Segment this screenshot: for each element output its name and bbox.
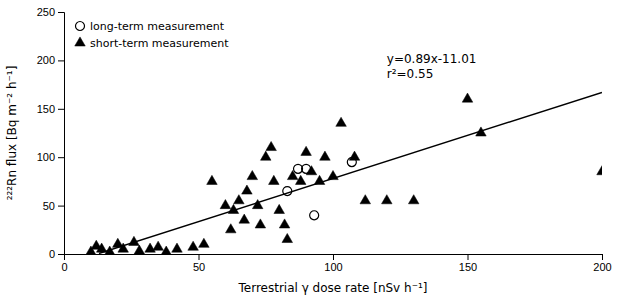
x-tick-label: 0 — [61, 261, 67, 273]
y-tick-label: 150 — [37, 103, 55, 115]
plot-area: 0 50 100 150 200 0 50 100 150 200 250 y=0.89x-11.01… — [37, 6, 612, 273]
scatter-point — [310, 211, 319, 220]
y-tick-label: 100 — [37, 151, 55, 163]
y-tick: 100 — [37, 151, 64, 163]
scatter-point — [226, 224, 237, 233]
y-tick-mark — [58, 109, 64, 110]
x-tick: 200 — [593, 254, 611, 273]
scatter-point — [360, 195, 371, 204]
scatter-point — [301, 146, 312, 155]
scatter-point — [260, 151, 271, 160]
legend-symbol — [75, 37, 86, 46]
x-tick-mark — [333, 254, 334, 260]
y-tick-label: 250 — [37, 6, 55, 18]
scatter-point — [408, 195, 419, 204]
scatter-point — [382, 195, 393, 204]
x-axis-title: Terrestrial γ dose rate [nSv h⁻¹] — [238, 281, 428, 295]
scatter-point — [462, 93, 473, 102]
x-tick: 0 — [61, 254, 67, 273]
scatter-point — [266, 141, 277, 150]
x-tick-label: 50 — [193, 261, 205, 273]
marks — [86, 92, 602, 254]
y-tick: 200 — [37, 54, 64, 66]
y-axis-title: ²²²Rn flux [Bq m⁻² h⁻¹] — [5, 66, 19, 201]
scatter-point — [199, 238, 210, 247]
annotation: y=0.89x-11.01r²=0.55 — [387, 52, 477, 81]
y-tick-mark — [58, 254, 64, 255]
scatter-point — [282, 233, 293, 242]
y-tick: 250 — [37, 6, 64, 18]
scatter-point — [279, 219, 290, 228]
y-axis-line — [58, 13, 65, 255]
x-tick-mark — [199, 254, 200, 260]
y-tick-label: 0 — [49, 248, 55, 260]
scatter-point — [247, 170, 258, 179]
legend-symbol — [75, 21, 84, 30]
scatter-point — [274, 204, 285, 213]
scatter-point — [234, 195, 245, 204]
scatter-point — [145, 243, 156, 252]
x-tick: 50 — [193, 254, 205, 273]
y-tick-label: 200 — [37, 54, 55, 66]
x-tick: 100 — [324, 254, 342, 273]
x-tick: 150 — [459, 254, 477, 273]
scatter-point — [269, 175, 280, 184]
y-tick: 50 — [43, 200, 64, 212]
y-tick-mark — [58, 206, 64, 207]
x-tick-mark — [468, 254, 469, 260]
legend-item: long-term measurement — [75, 20, 224, 33]
y-tick: 150 — [37, 103, 64, 115]
scatter-point — [239, 214, 250, 223]
scatter-point — [242, 185, 253, 194]
scatter-point — [255, 219, 266, 228]
y-tick-label: 50 — [43, 200, 55, 212]
scatter-point — [336, 117, 347, 126]
scatter-point — [349, 151, 360, 160]
y-tick-mark — [58, 157, 64, 158]
scatter-point — [207, 175, 218, 184]
scatter-point — [161, 246, 172, 254]
x-tick-label: 100 — [324, 261, 342, 273]
y-axis: 0 50 100 150 200 250 — [37, 6, 65, 260]
scatter-point — [220, 200, 231, 209]
scatter-point — [287, 170, 298, 179]
legend-item: short-term measurement — [75, 37, 230, 50]
scatter-point — [597, 166, 602, 175]
scatter-point — [153, 241, 164, 250]
chart: 0 50 100 150 200 0 50 100 150 200 250 y=0.89x-11.01… — [0, 0, 620, 300]
x-tick-label: 150 — [459, 261, 477, 273]
scatter-point — [320, 151, 331, 160]
scatter-point — [188, 241, 199, 250]
y-tick-mark — [58, 12, 64, 13]
legend-label: long-term measurement — [90, 20, 225, 33]
y-tick: 0 — [49, 248, 64, 260]
scatter-point — [134, 245, 145, 254]
regression-line — [99, 92, 602, 253]
y-tick-mark — [58, 60, 64, 61]
scatter-point — [306, 166, 317, 175]
x-axis-line — [65, 255, 603, 261]
legend: long-term measurement short-term measurem… — [75, 20, 230, 50]
x-axis: 0 50 100 150 200 — [61, 254, 611, 273]
x-tick-label: 200 — [593, 261, 611, 273]
scatter-point — [295, 175, 306, 184]
legend-label: short-term measurement — [90, 37, 229, 50]
scatter-point — [172, 243, 183, 252]
x-tick-mark — [602, 254, 603, 260]
